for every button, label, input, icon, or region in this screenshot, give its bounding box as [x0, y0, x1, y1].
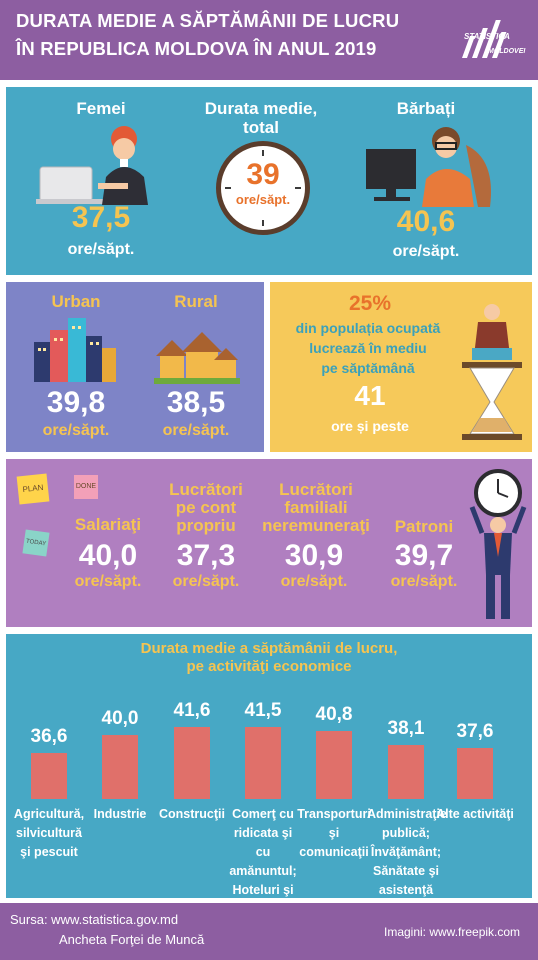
own-account-unit: ore/săpt.	[172, 573, 240, 590]
source-line-2: Ancheta Forţei de Muncă	[59, 932, 205, 947]
chart-title-1: Durata medie a săptămânii de lucru,	[140, 640, 398, 657]
employees-value: 40,0	[78, 539, 138, 572]
category-label-1: Agricultură, silvicultură şi pescuit	[13, 807, 85, 859]
bar-value-label-7: 37,6	[456, 721, 494, 743]
category-label-2: Industrie	[93, 807, 147, 821]
own-account-value: 37,3	[176, 539, 236, 572]
bar-value-label-5: 40,8	[315, 704, 353, 726]
rural-unit: ore/săpt.	[162, 422, 230, 439]
bar-value-label-2: 40,0	[101, 708, 139, 730]
bar-value-label-1: 36,6	[30, 726, 68, 748]
bar-7	[457, 748, 493, 799]
employees-unit: ore/săpt.	[74, 573, 142, 590]
family-label-3: neremuneraţi	[262, 516, 370, 535]
sticky-note-today: TODAY	[22, 529, 50, 557]
category-label-4: Comerţ cu ridicata şi cu amănuntul; Hotelur…	[229, 807, 297, 916]
total-unit: ore/săpt.	[235, 192, 291, 207]
employers-value: 39,7	[394, 539, 454, 572]
village-houses-icon	[154, 332, 240, 384]
urban-label: Urban	[51, 292, 101, 311]
statistica-logo-icon	[461, 20, 507, 58]
own-account-label-3: propriu	[176, 516, 236, 535]
bar-6	[388, 745, 424, 799]
status-panel: PLAN DONE TODAY Salariaţi 40,0 ore/săpt.…	[6, 459, 532, 627]
bar-4	[245, 727, 281, 799]
rural-label: Rural	[174, 292, 218, 311]
businessman-clock-icon	[469, 469, 527, 619]
logo-text-1: STATISTICA	[464, 32, 510, 41]
men-value: 40,6	[396, 205, 456, 238]
urban-value: 39,8	[46, 386, 106, 419]
family-unit: ore/săpt.	[280, 573, 348, 590]
bar-value-label-6: 38,1	[387, 718, 425, 740]
long-hours-text: ore și peste	[331, 418, 409, 434]
employers-label: Patroni	[394, 517, 454, 536]
family-label-2: familiali	[284, 498, 348, 517]
employees-label: Salariaţi	[74, 515, 142, 534]
header: DURATA MEDIE A SĂPTĂMÂNII DE LUCRU ÎN RE…	[0, 0, 538, 80]
women-unit: ore/săpt.	[67, 241, 135, 258]
source-line-1: Sursa: www.statistica.gov.md	[10, 912, 179, 927]
women-value: 37,5	[71, 201, 131, 234]
hourglass-man-icon	[462, 304, 522, 440]
bar-value-label-4: 41,5	[244, 700, 282, 722]
own-account-label: Lucrători pe cont propriu	[156, 481, 256, 535]
family-label: Lucrători familiali neremuneraţi	[256, 481, 376, 535]
category-label-5: Transporturi şi comunicaţii	[297, 807, 371, 859]
category-label-6: Administraţie publică; Învăţământ; Sănătate…	[367, 807, 447, 916]
own-account-label-1: Lucrători	[169, 480, 243, 499]
total-label-2: total	[243, 118, 279, 137]
chart-panel: Durata medie a săptămânii de lucru, pe a…	[6, 634, 532, 916]
own-account-label-2: pe cont	[175, 498, 237, 517]
bar-3	[174, 726, 210, 799]
gender-panel: Femei 37,5 ore/săpt. Durata medie, total…	[6, 87, 532, 275]
total-value: 39	[246, 158, 280, 191]
long-hours-line-3: pe săptămână	[321, 360, 415, 376]
title-line-1: DURATA MEDIE A SĂPTĂMÂNII DE LUCRU	[16, 10, 400, 31]
bar-5	[316, 731, 352, 799]
women-label: Femei	[76, 99, 126, 118]
employers-unit: ore/săpt.	[390, 573, 458, 590]
long-hours-percent: 25%	[348, 292, 392, 315]
area-panel: Urban 39,8 ore/săpt. Rural 38,5 ore/săpt…	[6, 282, 264, 452]
sticky-note-done: DONE	[74, 475, 98, 499]
bar-2	[102, 735, 138, 799]
category-label-7: Alte activităţi	[436, 807, 514, 821]
chart-title-2: pe activităţi economice	[186, 658, 352, 675]
long-hours-line-1: din populația ocupată	[295, 320, 441, 336]
long-hours-panel: 25% din populația ocupată lucrează în me…	[270, 282, 532, 452]
men-label: Bărbați	[396, 99, 456, 118]
long-hours-line-2: lucrează în mediu	[309, 340, 427, 356]
sticky-note-plan: PLAN	[16, 473, 50, 505]
logo-text-2: MOLDOVEI	[488, 48, 526, 55]
title-line-2: ÎN REPUBLICA MOLDOVA ÎN ANUL 2019	[16, 38, 377, 59]
note-done-text: DONE	[75, 483, 97, 490]
long-hours-hours: 41	[354, 380, 386, 411]
bar-value-label-3: 41,6	[173, 699, 211, 721]
note-today-text: TODAY	[25, 538, 47, 548]
family-label-1: Lucrători	[279, 480, 353, 499]
urban-unit: ore/săpt.	[42, 422, 110, 439]
bar-1	[31, 753, 67, 799]
category-label-3: Construcţii	[159, 807, 225, 821]
note-plan-text: PLAN	[22, 482, 44, 495]
family-value: 30,9	[284, 539, 344, 572]
bar-chart: 36,6 Agricultură, silvicultură şi pescuit 40…	[6, 634, 532, 916]
images-credit: Imagini: www.freepik.com	[384, 925, 521, 939]
city-buildings-icon	[34, 318, 116, 382]
clock-icon: 39 ore/săpt.	[216, 141, 310, 235]
man-computer-icon	[366, 127, 491, 207]
footer: Sursa: www.statistica.gov.md Ancheta For…	[0, 903, 538, 960]
men-unit: ore/săpt.	[392, 243, 460, 260]
statistica-logo: STATISTICA MOLDOVEI	[458, 14, 528, 68]
rural-value: 38,5	[166, 386, 226, 419]
woman-laptop-icon	[36, 126, 148, 205]
total-label-1: Durata medie,	[204, 99, 318, 118]
